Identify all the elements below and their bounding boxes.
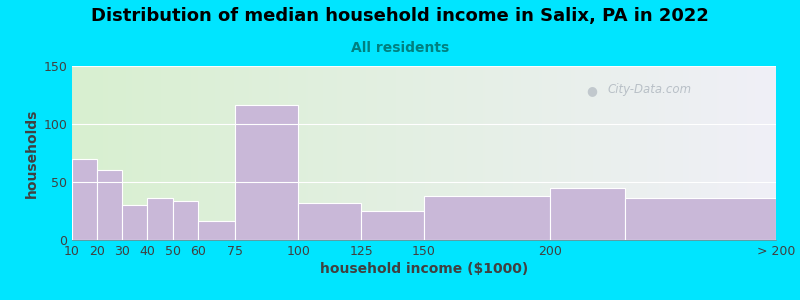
Bar	[235, 105, 298, 240]
Text: City-Data.com: City-Data.com	[607, 83, 691, 96]
Bar	[550, 188, 625, 240]
Y-axis label: households: households	[25, 108, 39, 198]
Bar	[122, 205, 147, 240]
Bar	[147, 198, 173, 240]
Bar	[424, 196, 550, 240]
Text: All residents: All residents	[351, 40, 449, 55]
Bar	[173, 201, 198, 240]
Bar	[72, 159, 97, 240]
Bar	[298, 203, 361, 240]
X-axis label: household income ($1000): household income ($1000)	[320, 262, 528, 276]
Text: Distribution of median household income in Salix, PA in 2022: Distribution of median household income …	[91, 8, 709, 26]
Bar	[97, 170, 122, 240]
Bar	[361, 211, 424, 240]
Text: ●: ●	[586, 84, 597, 97]
Bar	[625, 198, 776, 240]
Bar	[198, 221, 235, 240]
